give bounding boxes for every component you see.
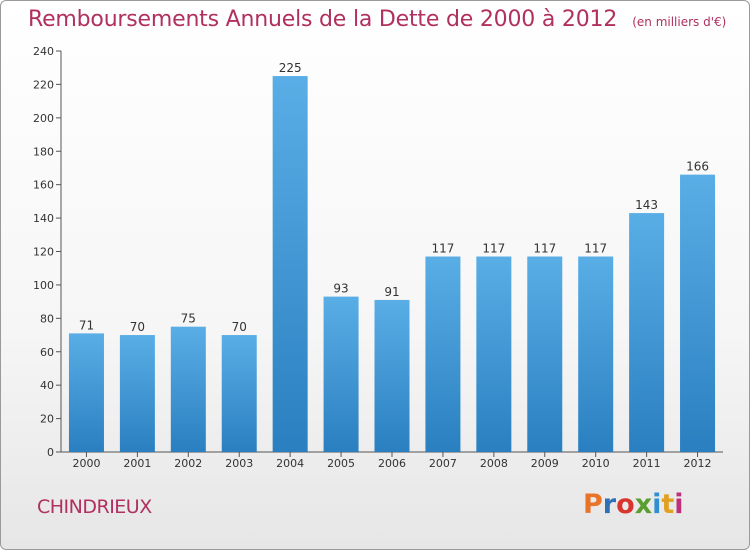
value-label-2002: 75 xyxy=(181,312,196,326)
x-tick-label-2006: 2006 xyxy=(378,457,406,470)
y-tick-label: 60 xyxy=(40,346,54,359)
x-tick-label-2012: 2012 xyxy=(684,457,712,470)
bar-2006 xyxy=(374,299,410,452)
x-tick-label-2007: 2007 xyxy=(429,457,457,470)
bar-2000 xyxy=(68,333,104,452)
bars: 71 70 75 70 225 93 91 117 117 117 117 143 166 xyxy=(68,61,716,452)
y-tick-label: 20 xyxy=(40,413,54,426)
bar-2009 xyxy=(527,256,563,452)
value-label-2005: 93 xyxy=(333,282,348,296)
logo-letter: x xyxy=(634,489,653,520)
bar-2004 xyxy=(272,76,308,452)
bar-2003 xyxy=(221,335,257,452)
bar-2002 xyxy=(170,326,206,452)
x-tick-label-2002: 2002 xyxy=(174,457,202,470)
place-name: CHINDRIEUX xyxy=(37,496,152,518)
chart-subtitle: (en milliers d'€) xyxy=(632,15,727,29)
x-tick-label-2010: 2010 xyxy=(582,457,610,470)
bar-2001 xyxy=(119,335,155,452)
logo-letter: i xyxy=(674,489,684,520)
bar-2005 xyxy=(323,296,359,452)
y-tick-label: 120 xyxy=(33,246,54,259)
y-tick-label: 80 xyxy=(40,312,54,325)
bar-2007 xyxy=(425,256,461,452)
y-axis: 0 20 40 60 80 100 120 140 160 180 200 220 240 xyxy=(33,45,62,459)
y-tick-label: 220 xyxy=(33,78,54,91)
y-tick-label: 0 xyxy=(47,446,54,459)
value-label-2001: 70 xyxy=(130,320,145,334)
chart-title: Remboursements Annuels de la Dette de 20… xyxy=(28,7,618,32)
x-tick-label-2008: 2008 xyxy=(480,457,508,470)
y-tick-label: 180 xyxy=(33,145,54,158)
value-label-2009: 117 xyxy=(533,242,556,256)
y-tick-label: 40 xyxy=(40,379,54,392)
bar-2011 xyxy=(629,213,665,452)
logo-letter: P xyxy=(583,489,603,520)
logo-letter: i xyxy=(652,489,662,520)
proxiti-logo: Proxiti xyxy=(583,489,684,520)
y-tick-label: 240 xyxy=(33,45,54,58)
logo-letter: o xyxy=(616,489,635,520)
logo-letter: t xyxy=(661,489,675,520)
value-label-2003: 70 xyxy=(232,320,247,334)
title-row: Remboursements Annuels de la Dette de 20… xyxy=(28,7,726,32)
y-tick-label: 160 xyxy=(33,179,54,192)
logo-letter: r xyxy=(602,489,617,520)
y-tick-label: 140 xyxy=(33,212,54,225)
x-axis: 2000 2001 2002 2003 2004 2005 2006 2007 2008 2009… xyxy=(61,451,723,470)
value-label-2007: 117 xyxy=(431,242,454,256)
x-tick-label-2004: 2004 xyxy=(276,457,304,470)
value-label-2006: 91 xyxy=(384,285,399,299)
x-tick-label-2005: 2005 xyxy=(327,457,355,470)
value-label-2004: 225 xyxy=(279,61,302,75)
x-tick-label-2001: 2001 xyxy=(123,457,151,470)
bar-2012 xyxy=(680,174,716,452)
x-tick-label-2011: 2011 xyxy=(633,457,661,470)
bar-2008 xyxy=(476,256,512,452)
bar-2010 xyxy=(578,256,614,452)
value-label-2012: 166 xyxy=(686,160,709,174)
value-label-2008: 117 xyxy=(482,242,505,256)
x-tick-label-2000: 2000 xyxy=(72,457,100,470)
y-tick-label: 200 xyxy=(33,112,54,125)
value-label-2010: 117 xyxy=(584,242,607,256)
x-tick-label-2009: 2009 xyxy=(531,457,559,470)
y-tick-label: 100 xyxy=(33,279,54,292)
x-tick-label-2003: 2003 xyxy=(225,457,253,470)
value-label-2011: 143 xyxy=(635,198,658,212)
value-label-2000: 71 xyxy=(79,318,94,332)
